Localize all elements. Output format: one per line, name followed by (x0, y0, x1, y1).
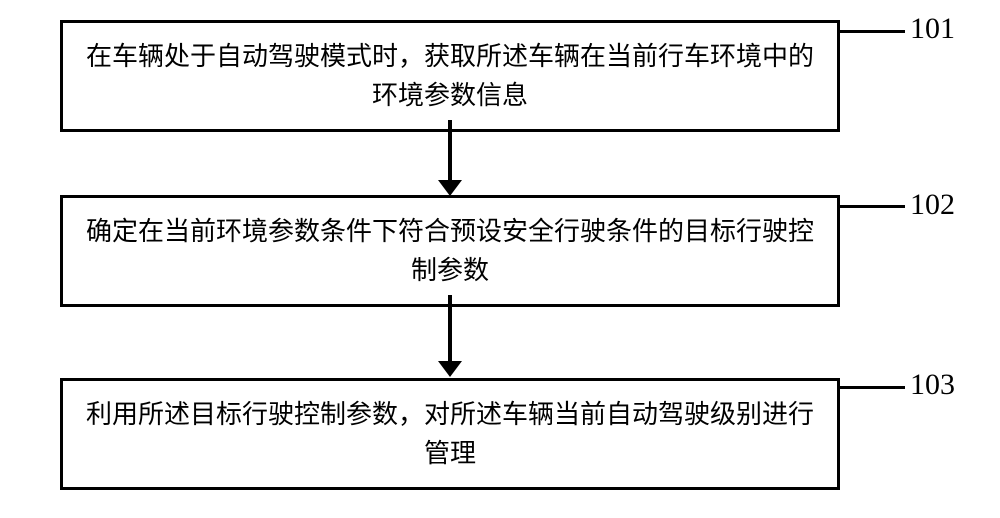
step-text: 利用所述目标行驶控制参数，对所述车辆当前自动驾驶级别进行管理 (86, 400, 814, 468)
step-label-3: 103 (910, 368, 955, 402)
arrow-head-1 (438, 180, 462, 196)
arrow-head-2 (438, 361, 462, 377)
step-id: 101 (910, 12, 955, 45)
flowchart-step-1: 在车辆处于自动驾驶模式时，获取所述车辆在当前行车环境中的环境参数信息 (60, 20, 840, 132)
arrow-line-1 (448, 120, 452, 182)
step-label-2: 102 (910, 188, 955, 222)
label-connector-2 (840, 205, 905, 208)
label-connector-3 (840, 386, 905, 389)
flowchart-step-2: 确定在当前环境参数条件下符合预设安全行驶条件的目标行驶控制参数 (60, 195, 840, 307)
step-text: 在车辆处于自动驾驶模式时，获取所述车辆在当前行车环境中的环境参数信息 (86, 42, 814, 110)
step-id: 103 (910, 368, 955, 401)
step-text: 确定在当前环境参数条件下符合预设安全行驶条件的目标行驶控制参数 (86, 217, 814, 285)
arrow-line-2 (448, 295, 452, 363)
step-id: 102 (910, 188, 955, 221)
label-connector-1 (840, 30, 905, 33)
step-label-1: 101 (910, 12, 955, 46)
flowchart-step-3: 利用所述目标行驶控制参数，对所述车辆当前自动驾驶级别进行管理 (60, 378, 840, 490)
